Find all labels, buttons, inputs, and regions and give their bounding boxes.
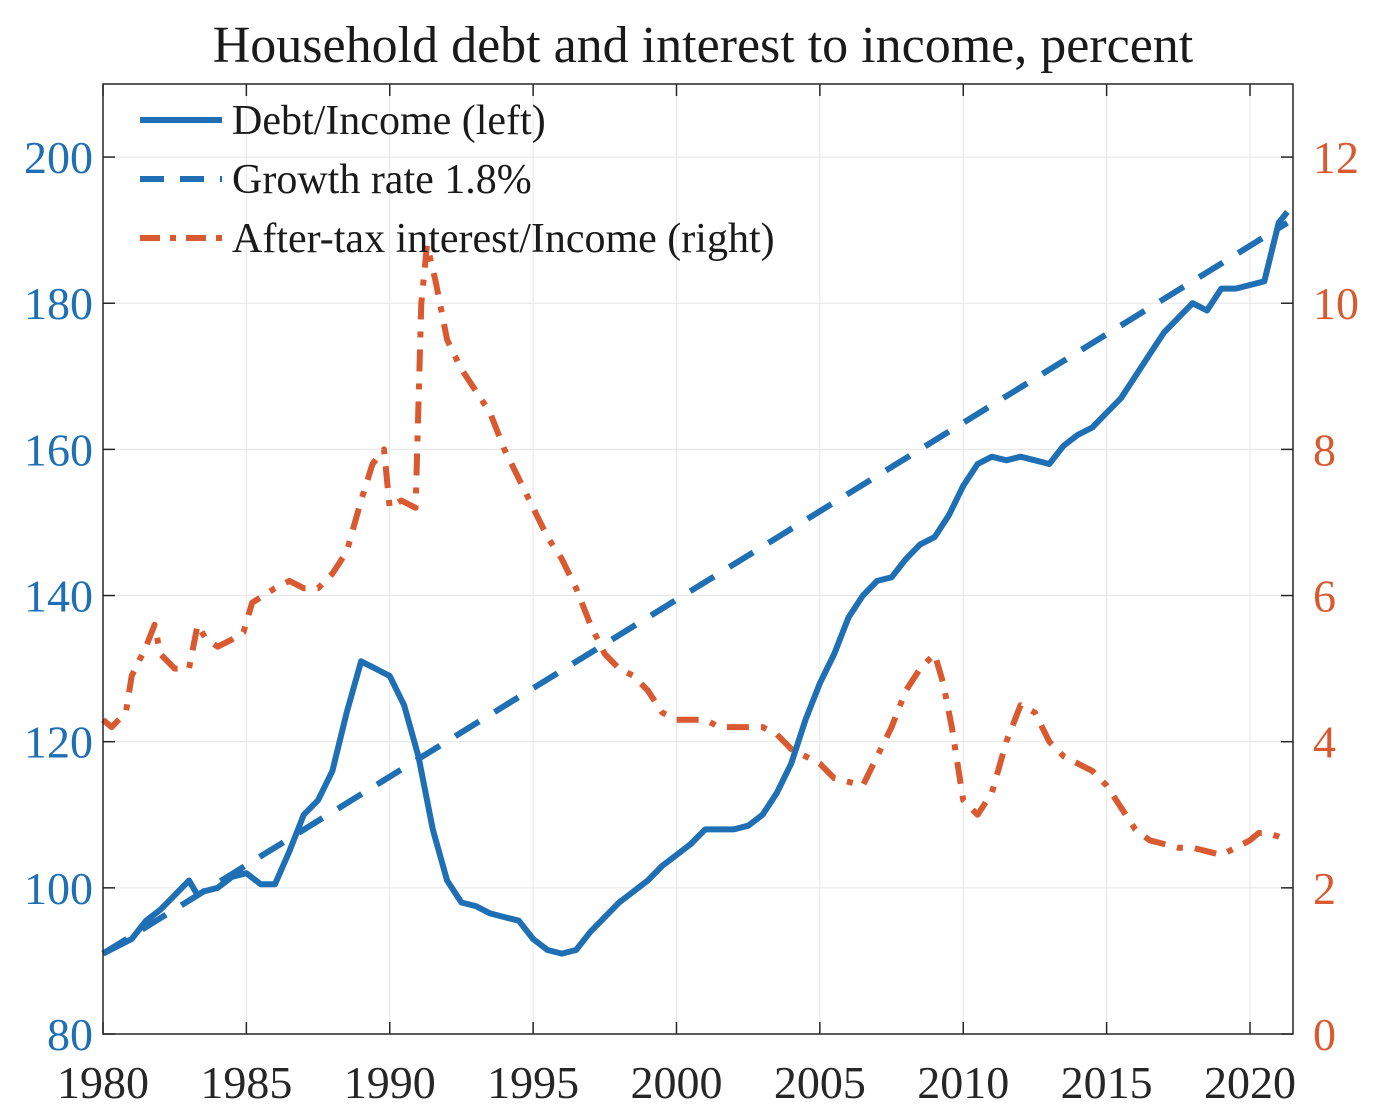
y-right-tick-label: 4 bbox=[1313, 717, 1336, 768]
x-tick-label: 1995 bbox=[487, 1057, 579, 1108]
y-left-tick-label: 120 bbox=[24, 717, 93, 768]
legend-label: Debt/Income (left) bbox=[232, 98, 546, 144]
x-tick-label: 1990 bbox=[344, 1057, 436, 1108]
x-tick-label: 1980 bbox=[57, 1057, 149, 1108]
y-left-tick-label: 80 bbox=[47, 1009, 93, 1060]
chart-title: Household debt and interest to income, p… bbox=[213, 17, 1194, 74]
y-right-tick-label: 0 bbox=[1313, 1009, 1336, 1060]
series-line-2 bbox=[101, 241, 1289, 858]
y-left-tick-label: 160 bbox=[24, 424, 93, 475]
y-axis-left: 80 100 120 140 160 180 200 bbox=[24, 132, 115, 1060]
legend-label: Growth rate 1.8% bbox=[232, 157, 532, 203]
y-right-tick-label: 6 bbox=[1313, 571, 1336, 622]
y-right-tick-label: 2 bbox=[1313, 863, 1336, 914]
y-left-tick-label: 100 bbox=[24, 863, 93, 914]
y-right-tick-label: 10 bbox=[1313, 278, 1359, 329]
legend-label: After-tax interest/Income (right) bbox=[232, 216, 775, 262]
series-line-0 bbox=[101, 210, 1290, 957]
x-tick-label: 2005 bbox=[774, 1057, 866, 1108]
x-tick-label: 2000 bbox=[630, 1057, 722, 1108]
y-left-tick-label: 200 bbox=[24, 132, 93, 183]
plot-area bbox=[101, 210, 1290, 957]
axes-box bbox=[102, 83, 1294, 1035]
x-axis: 1980 1985 1990 1995 2000 2005 2010 2015 2020 bbox=[57, 84, 1296, 1108]
x-tick-label: 2015 bbox=[1061, 1057, 1153, 1108]
x-tick-label: 2020 bbox=[1204, 1057, 1296, 1108]
y-left-tick-label: 180 bbox=[24, 278, 93, 329]
y-left-tick-label: 140 bbox=[24, 571, 93, 622]
y-axis-right: 0 2 4 6 8 10 12 bbox=[1281, 132, 1359, 1060]
x-tick-label: 1985 bbox=[200, 1057, 292, 1108]
series-line-1 bbox=[101, 220, 1289, 957]
grid bbox=[102, 84, 1293, 1035]
y-right-tick-label: 12 bbox=[1313, 132, 1359, 183]
y-right-tick-label: 8 bbox=[1313, 424, 1336, 475]
legend: Debt/Income (left) Growth rate 1.8% After-… bbox=[140, 98, 775, 262]
x-tick-label: 2010 bbox=[917, 1057, 1009, 1108]
